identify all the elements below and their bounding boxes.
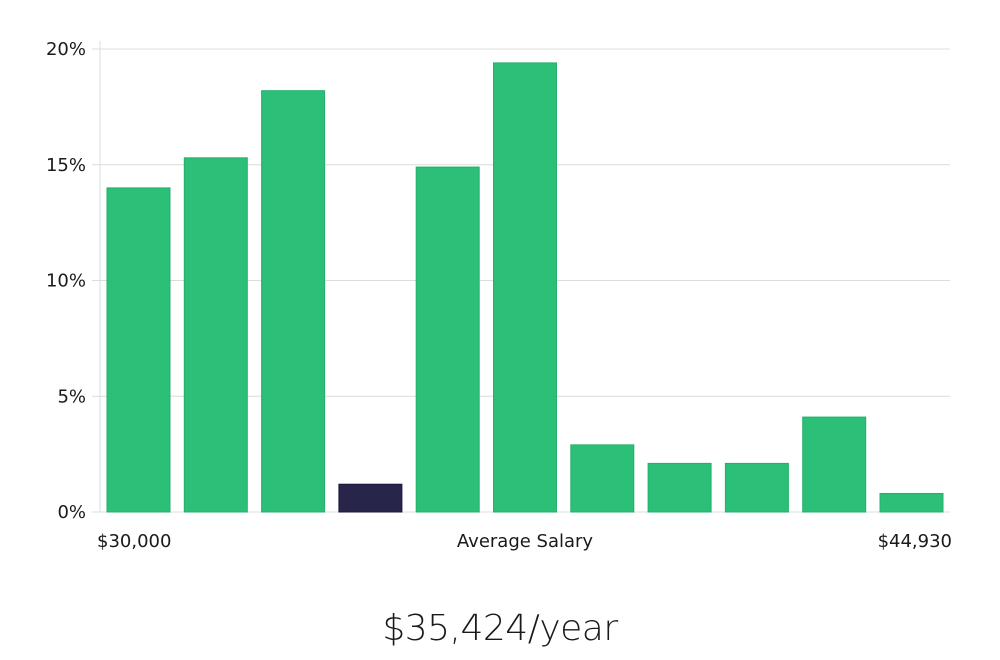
- salary-histogram-chart: 0% 5% 10% 15% 20% $30,000 Average Salary $44…: [46, 39, 952, 552]
- average-salary-value: $35,424/year: [382, 608, 618, 649]
- bar: [183, 157, 248, 513]
- y-axis-ticks: 0% 5% 10% 15% 20%: [46, 39, 86, 523]
- bar: [415, 166, 480, 513]
- x-axis-title: Average Salary: [457, 531, 594, 552]
- bar: [261, 90, 326, 513]
- bar: [570, 444, 635, 513]
- y-tick-label: 20%: [46, 39, 86, 60]
- y-tick-label: 10%: [46, 271, 86, 292]
- y-tick-label: 5%: [57, 386, 86, 407]
- y-tick-label: 0%: [57, 502, 86, 523]
- bar: [647, 462, 712, 513]
- x-axis-min-label: $30,000: [97, 531, 171, 552]
- bar: [802, 416, 867, 513]
- bar: [879, 492, 944, 513]
- bars: [106, 62, 944, 513]
- bar: [493, 62, 557, 513]
- bar: [106, 187, 171, 513]
- bar-highlight: [338, 483, 403, 513]
- bar: [724, 462, 789, 513]
- y-tick-label: 15%: [46, 155, 86, 176]
- x-axis-max-label: $44,930: [878, 531, 952, 552]
